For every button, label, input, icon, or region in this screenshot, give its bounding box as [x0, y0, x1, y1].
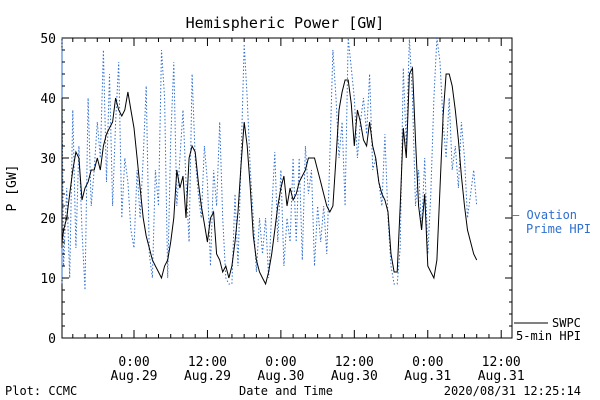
y-tick-label: 50 — [40, 32, 56, 47]
x-tick-date-label: Aug.30 — [331, 369, 378, 384]
ovation-prime-series — [61, 37, 478, 291]
x-tick-time-label: 12:00 — [482, 355, 521, 370]
x-tick-time-label: 0:00 — [265, 355, 296, 370]
x-tick-time-label: 0:00 — [118, 355, 149, 370]
x-axis-ticks: 0:00Aug.2912:00Aug.290:00Aug.3012:00Aug.… — [72, 38, 525, 384]
y-tick-label: 40 — [40, 92, 56, 107]
footer-timestamp: 2020/08/31 12:25:14 — [444, 384, 581, 398]
legend-swpc-label-top: SWPC — [552, 316, 581, 330]
y-tick-label: 20 — [40, 212, 56, 227]
x-axis-label: Date and Time — [239, 384, 333, 398]
y-tick-label: 30 — [40, 152, 56, 167]
legend-swpc-label-bottom: 5-min HPI — [516, 329, 581, 343]
legend-ovation: — Ovation Prime HPI — [512, 208, 591, 236]
y-tick-label: 10 — [40, 272, 56, 287]
swpc-line — [61, 66, 478, 286]
legend-ovation-label-top: — Ovation — [512, 208, 577, 222]
legend-swpc: SWPC 5-min HPI — [514, 316, 581, 343]
footer-credit: Plot: CCMC — [5, 384, 77, 398]
ovation-prime-line — [61, 37, 478, 291]
x-tick-date-label: Aug.31 — [478, 369, 525, 384]
x-tick-time-label: 0:00 — [412, 355, 443, 370]
swpc-series — [61, 66, 478, 286]
chart-title: Hemispheric Power [GW] — [186, 14, 385, 32]
x-tick-date-label: Aug.29 — [111, 369, 158, 384]
x-tick-date-label: Aug.30 — [257, 369, 304, 384]
x-tick-date-label: Aug.29 — [184, 369, 231, 384]
x-tick-time-label: 12:00 — [188, 355, 227, 370]
y-axis-ticks: 0 10 20 30 40 50 — [40, 32, 512, 347]
y-axis-label: P [GW] — [5, 165, 20, 212]
legend-ovation-label-bottom: Prime HPI — [526, 222, 591, 236]
x-tick-time-label: 12:00 — [335, 355, 374, 370]
plot-frame — [61, 37, 513, 339]
y-tick-label: 0 — [48, 332, 56, 347]
x-tick-date-label: Aug.31 — [404, 369, 451, 384]
